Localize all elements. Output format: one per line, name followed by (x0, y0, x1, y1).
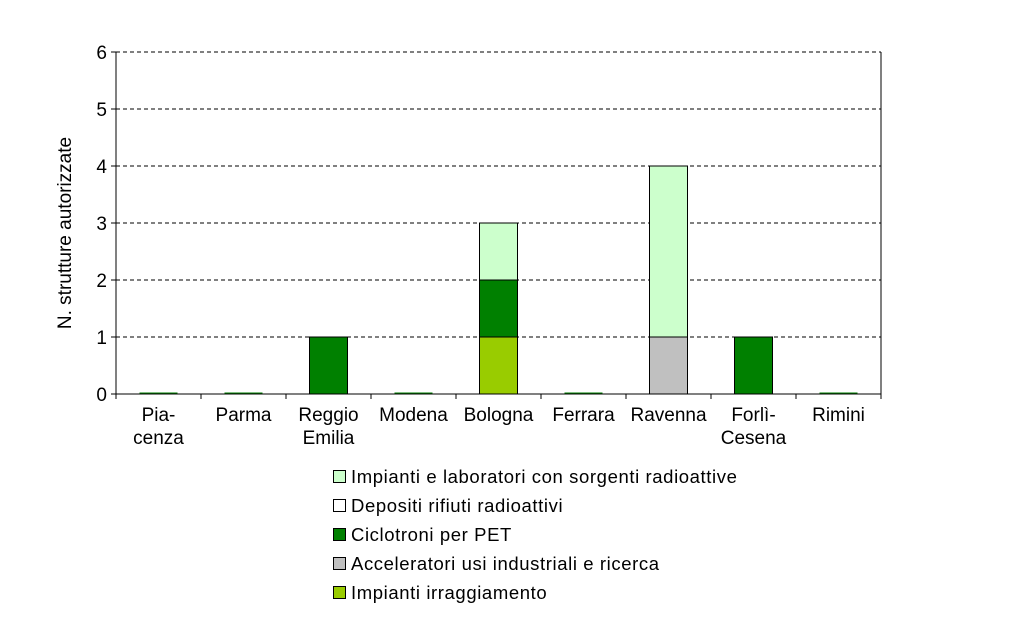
x-tick-labels: Pia-cenza Parma Reggio Emilia Modena Bologna F… (133, 405, 865, 449)
x-tick-label-line: Bologna (464, 405, 534, 426)
y-tick-label: 2 (96, 271, 107, 292)
legend-item: Impianti irraggiamento (333, 578, 853, 607)
x-tick-label: Parma (216, 405, 272, 426)
x-tick-label-line: Rimini (812, 405, 865, 426)
x-tick-label: Reggio Emilia (298, 405, 358, 449)
legend-item: Impianti e laboratori con sorgenti radio… (333, 462, 853, 491)
legend-swatch (333, 470, 346, 483)
legend-label: Impianti irraggiamento (351, 581, 548, 603)
bar-segment (479, 336, 518, 395)
legend-item: Depositi rifiuti radioattivi (333, 491, 853, 520)
x-tick-label-line: Ravenna (630, 405, 706, 426)
legend: Impianti e laboratori con sorgenti radio… (333, 462, 853, 607)
x-tick-label: Rimini (812, 405, 865, 426)
x-tick-label: Modena (379, 405, 448, 426)
legend-swatch (333, 499, 346, 512)
legend-item: Acceleratori usi industriali e ricerca (333, 549, 853, 578)
bar-segment (649, 336, 688, 395)
legend-swatch (333, 528, 346, 541)
legend-swatch (333, 586, 346, 599)
x-tick-label-line: Pia- (142, 405, 176, 426)
x-tick-label-line: Ferrara (552, 405, 615, 426)
x-tick-label: Pia-cenza (133, 405, 184, 449)
legend-swatch (333, 557, 346, 570)
y-tick-label: 0 (96, 385, 107, 406)
x-tick-label: Bologna (464, 405, 534, 426)
legend-label: Ciclotroni per PET (351, 523, 512, 545)
legend-label: Impianti e laboratori con sorgenti radio… (351, 465, 738, 487)
legend-item: Ciclotroni per PET (333, 520, 853, 549)
bar-segment (479, 222, 518, 281)
x-tick-label: Ferrara (552, 405, 615, 426)
y-tick-label: 6 (96, 43, 107, 64)
y-tick-label: 5 (96, 100, 107, 121)
x-tick-label-line: Parma (216, 405, 272, 426)
legend-label: Acceleratori usi industriali e ricerca (351, 552, 660, 574)
bar-segment (649, 165, 688, 338)
y-tick-labels: 0 1 2 3 4 5 6 (96, 43, 107, 406)
bars (139, 165, 858, 395)
y-tick-label: 3 (96, 214, 107, 235)
x-tick-label-line: cenza (133, 428, 184, 449)
y-tick-label: 4 (96, 157, 107, 178)
bar-segment (734, 336, 773, 395)
x-tick-label-line: Cesena (721, 428, 787, 449)
x-tick-label: Ravenna (630, 405, 706, 426)
x-tick-label-line: Forlì- (731, 405, 775, 426)
y-axis-label: N. strutture autorizzate (55, 137, 76, 329)
x-tick-label-line: Modena (379, 405, 448, 426)
x-tick-label-line: Reggio (298, 405, 358, 426)
axes (111, 51, 882, 399)
x-tick-label: Forlì-Cesena (721, 405, 787, 449)
legend-label: Depositi rifiuti radioattivi (351, 494, 564, 516)
bar-segment (479, 279, 518, 338)
bar-segment (309, 336, 348, 395)
x-tick-label-line: Emilia (303, 428, 355, 449)
y-tick-label: 1 (96, 328, 107, 349)
